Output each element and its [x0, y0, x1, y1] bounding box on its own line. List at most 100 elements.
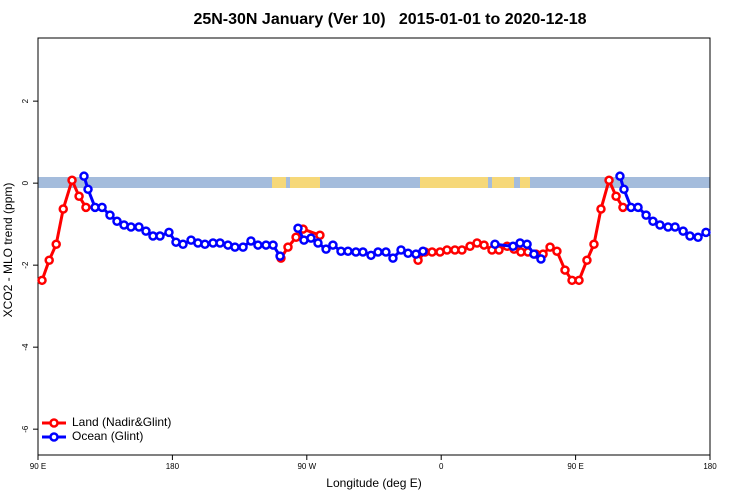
legend-marker: [49, 418, 59, 428]
y-tick-label: -6: [21, 425, 30, 433]
data-point: [74, 191, 84, 202]
data-point: [328, 240, 338, 250]
data-point: [141, 226, 151, 236]
data-point: [604, 175, 614, 186]
data-point: [67, 175, 77, 186]
data-point: [670, 222, 680, 232]
data-point: [655, 220, 665, 230]
data-point: [366, 250, 376, 261]
data-point: [615, 171, 625, 181]
y-tick-label: -4: [21, 343, 30, 351]
data-point: [552, 246, 562, 256]
legend-label: Ocean (Glint): [72, 429, 143, 443]
data-point: [701, 227, 711, 238]
x-tick-label: 90 E: [567, 462, 583, 471]
data-point: [611, 191, 621, 202]
data-point: [83, 184, 93, 195]
data-point: [291, 232, 301, 243]
data-point: [112, 216, 122, 227]
data-point: [596, 204, 606, 214]
x-tick-label: 180: [703, 462, 717, 471]
data-point: [648, 216, 658, 227]
data-point: [268, 240, 278, 250]
data-point: [465, 241, 475, 252]
data-point: [293, 223, 303, 234]
data-point: [381, 247, 391, 257]
data-point: [529, 249, 539, 259]
data-point: [343, 246, 353, 256]
ocean-band: [38, 177, 710, 188]
data-point: [457, 245, 467, 255]
data-point: [508, 241, 518, 252]
data-point: [79, 171, 89, 181]
data-point: [685, 231, 695, 241]
data-point: [403, 248, 413, 259]
y-tick-label: 2: [21, 98, 30, 103]
data-point: [418, 246, 428, 256]
data-point: [582, 255, 592, 265]
x-tick-label: 0: [439, 462, 444, 471]
data-point: [97, 202, 107, 213]
data-point: [313, 238, 323, 248]
data-point: [373, 247, 383, 257]
land-band: [420, 177, 488, 188]
plot-frame: [37, 37, 711, 456]
data-point: [678, 226, 688, 236]
land-band: [272, 177, 286, 188]
data-point: [58, 204, 68, 214]
legend-marker: [49, 432, 59, 442]
data-point: [155, 231, 165, 241]
data-point: [81, 202, 91, 213]
data-point: [574, 275, 584, 286]
data-point: [275, 251, 285, 261]
data-point: [200, 239, 210, 249]
data-point: [164, 227, 174, 238]
x-tick-label: 90 E: [30, 462, 46, 471]
data-point: [283, 242, 293, 252]
chart-title: 25N-30N January (Ver 10) 2015-01-01 to 2…: [193, 11, 586, 28]
y-axis-label: XCO2 - MLO trend (ppm): [1, 183, 15, 318]
data-point: [178, 239, 188, 249]
data-point: [126, 222, 136, 232]
data-point: [51, 239, 61, 249]
data-point: [641, 210, 651, 220]
data-point: [619, 184, 629, 195]
data-point: [238, 242, 248, 252]
data-point: [522, 239, 532, 249]
land-mask-band: [38, 177, 710, 188]
data-point: [253, 240, 263, 250]
y-tick-label: 0: [21, 180, 30, 185]
x-tick-label: 90 W: [297, 462, 316, 471]
data-point: [358, 247, 368, 257]
data-point: [37, 275, 47, 286]
data-point: [589, 239, 599, 249]
data-point: [442, 245, 452, 255]
x-tick-label: 180: [166, 462, 180, 471]
data-point: [321, 244, 331, 254]
data-point: [479, 240, 489, 250]
data-point: [560, 265, 570, 275]
data-point: [427, 247, 437, 257]
data-point: [490, 239, 500, 249]
data-point: [693, 232, 703, 243]
data-point: [618, 202, 628, 213]
land-band: [290, 177, 320, 188]
data-point: [215, 238, 225, 248]
data-point: [230, 242, 240, 252]
data-point: [633, 202, 643, 213]
x-axis-label: Longitude (deg E): [326, 476, 421, 490]
data-point: [306, 233, 316, 243]
data-point: [134, 222, 144, 232]
data-point: [545, 242, 555, 252]
data-point: [536, 254, 546, 264]
land-band: [520, 177, 530, 188]
data-point: [44, 255, 54, 265]
y-tick-label: -2: [21, 261, 30, 269]
data-point: [396, 245, 406, 255]
land-band: [492, 177, 514, 188]
legend-label: Land (Nadir&Glint): [72, 415, 171, 429]
data-point: [246, 236, 256, 246]
data-point: [105, 210, 115, 220]
